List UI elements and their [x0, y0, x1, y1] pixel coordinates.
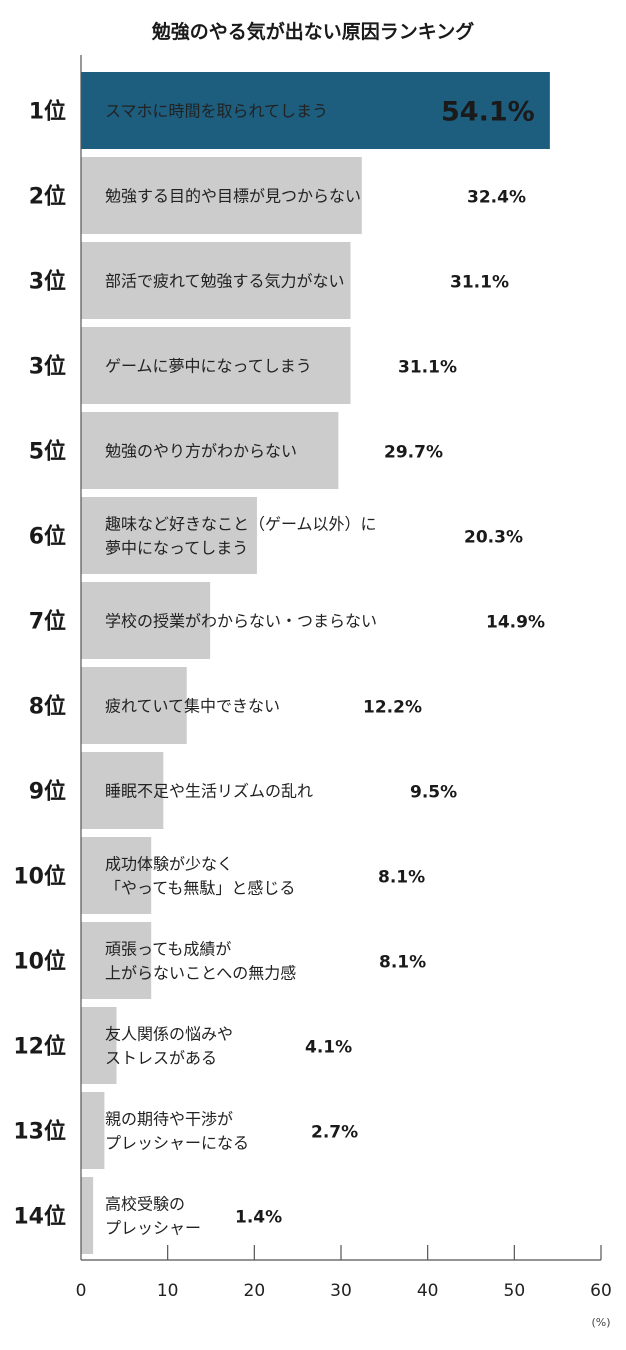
bar — [81, 1007, 117, 1084]
x-tick-label: 10 — [157, 1281, 179, 1301]
bar — [81, 582, 211, 659]
value-label: 32.4% — [467, 188, 526, 208]
x-tick-label: 40 — [417, 1281, 439, 1301]
rank-label: 6位 — [29, 524, 66, 550]
rank-label: 10位 — [13, 864, 66, 890]
x-tick-label: 60 — [590, 1281, 612, 1301]
category-label: 学校の授業がわからない・つまらない — [105, 612, 377, 631]
x-unit-label: (%) — [591, 1316, 610, 1329]
category-label: プレッシャーになる — [105, 1134, 249, 1153]
value-label: 20.3% — [464, 528, 523, 548]
category-label: 高校受験の — [105, 1195, 185, 1214]
bar — [81, 72, 550, 149]
category-label: 勉強のやり方がわからない — [105, 442, 297, 461]
rank-label: 10位 — [13, 949, 66, 975]
value-label: 12.2% — [363, 698, 422, 718]
rank-label: 2位 — [29, 184, 66, 210]
category-label: 疲れていて集中できない — [105, 697, 280, 716]
category-label: 親の期待や干渉が — [105, 1110, 233, 1129]
bar — [81, 667, 187, 744]
value-label: 14.9% — [486, 613, 545, 633]
bar — [81, 837, 152, 914]
category-label: 上がらないことへの無力感 — [105, 964, 296, 983]
bar — [81, 1177, 94, 1254]
rank-label: 8位 — [29, 694, 66, 720]
x-tick-label: 30 — [330, 1281, 352, 1301]
bar — [81, 1092, 105, 1169]
value-label: 29.7% — [384, 443, 443, 463]
category-label: ゲームに夢中になってしまう — [105, 357, 312, 376]
value-label: 9.5% — [410, 783, 457, 803]
value-label: 31.1% — [450, 273, 509, 293]
category-label: 頑張っても成績が — [105, 940, 231, 959]
rank-label: 14位 — [13, 1204, 66, 1230]
rank-label: 13位 — [13, 1119, 66, 1145]
category-label: 「やっても無駄」と感じる — [105, 879, 295, 898]
bar — [81, 412, 339, 489]
value-label: 4.1% — [305, 1038, 352, 1058]
bar — [81, 752, 164, 829]
bar — [81, 497, 257, 574]
rank-label: 7位 — [29, 609, 66, 635]
rank-label: 3位 — [29, 269, 66, 295]
value-label: 54.1% — [441, 97, 535, 128]
value-label: 1.4% — [235, 1208, 282, 1228]
bar — [81, 157, 362, 234]
category-label: 趣味など好きなこと（ゲーム以外）に — [105, 515, 377, 534]
bar — [81, 327, 351, 404]
category-label: スマホに時間を取られてしまう — [105, 102, 328, 121]
category-label: プレッシャー — [105, 1219, 201, 1238]
value-label: 2.7% — [311, 1123, 358, 1143]
x-tick-label: 20 — [244, 1281, 266, 1301]
chart-title: 勉強のやる気が出ない原因ランキング — [151, 20, 474, 43]
category-label: 睡眠不足や生活リズムの乱れ — [105, 782, 313, 801]
category-label: 友人関係の悩みや — [105, 1025, 233, 1044]
value-label: 8.1% — [379, 953, 426, 973]
category-label: 夢中になってしまう — [105, 539, 248, 558]
category-label: 部活で疲れて勉強する気力がない — [105, 272, 345, 291]
rank-label: 12位 — [13, 1034, 66, 1060]
category-label: 成功体験が少なく — [105, 855, 233, 874]
x-tick-label: 0 — [76, 1281, 87, 1301]
rank-label: 9位 — [29, 779, 66, 805]
x-tick-label: 50 — [504, 1281, 526, 1301]
rank-label: 3位 — [29, 354, 66, 380]
rank-label: 5位 — [29, 439, 66, 465]
category-label: 勉強する目的や目標が見つからない — [105, 187, 361, 206]
bar — [81, 242, 351, 319]
category-label: ストレスがある — [105, 1049, 217, 1068]
bar — [81, 922, 152, 999]
value-label: 31.1% — [398, 358, 457, 378]
value-label: 8.1% — [378, 868, 425, 888]
rank-label: 1位 — [29, 99, 66, 125]
